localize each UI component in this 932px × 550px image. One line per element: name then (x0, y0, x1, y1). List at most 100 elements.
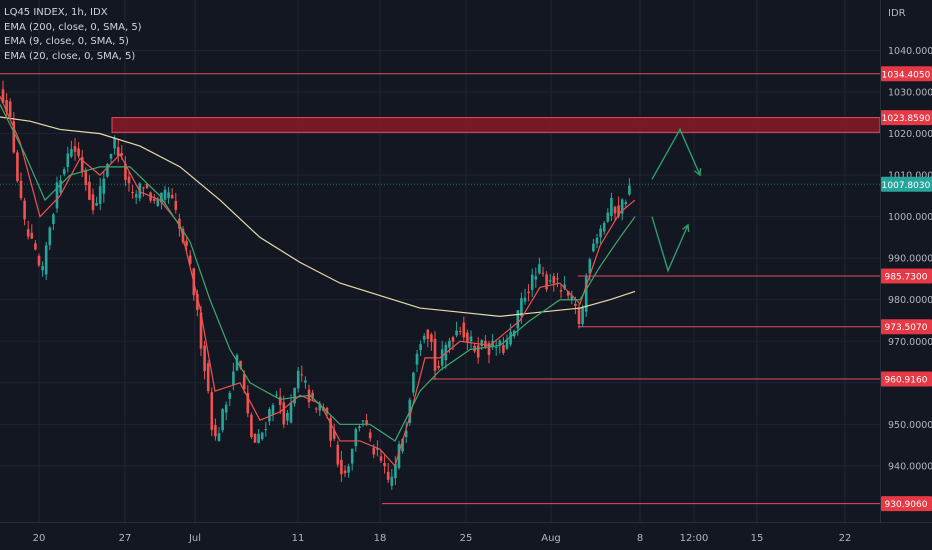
candle-body (98, 186, 102, 204)
candle-body (174, 200, 178, 210)
price-badge (881, 110, 932, 126)
candle-body (563, 284, 566, 289)
candle-body (289, 402, 293, 423)
candle-body (592, 243, 595, 252)
candle-body (246, 392, 250, 414)
candle-body (325, 407, 329, 414)
candle-body (458, 330, 462, 332)
currency-label: IDR (888, 8, 906, 19)
candle-body (26, 229, 30, 237)
candle-body (577, 307, 581, 324)
candle-body (509, 331, 512, 345)
price-badge (881, 319, 932, 335)
candle-body (462, 322, 466, 338)
candle-body (476, 345, 480, 358)
candle-body (365, 420, 368, 425)
candle-body (588, 259, 592, 274)
price-tick-label: 1040.0000 (888, 46, 932, 57)
candle-body (584, 276, 588, 312)
candle-body (84, 170, 88, 185)
candle-body (296, 370, 300, 389)
candle-body (354, 429, 358, 447)
candle-body (271, 405, 275, 415)
price-tick-label: 1000.0000 (888, 212, 932, 223)
indicator-ema9[interactable]: EMA (9, close, 0, SMA, 5) (4, 36, 129, 47)
candle-body (88, 181, 91, 200)
candle-body (120, 152, 124, 156)
candle-body (599, 228, 602, 238)
symbol-title[interactable]: LQ45 INDEX, 1h, IDX (4, 7, 108, 18)
candle-body (498, 340, 502, 346)
candle-body (300, 374, 304, 376)
candle-body (574, 303, 577, 306)
price-tick-label: 940.0000 (888, 461, 932, 472)
candle-body (624, 202, 628, 204)
price-badge (881, 268, 932, 284)
ema-line (0, 116, 636, 317)
candle-body (12, 121, 16, 153)
candle-body (505, 339, 509, 349)
candle-body (530, 274, 534, 290)
candle-body (264, 429, 268, 431)
candle-body (602, 222, 606, 232)
candle-body (293, 388, 296, 404)
candle-body (214, 425, 217, 437)
candle-body (404, 430, 408, 438)
price-tick-label: 1020.0000 (888, 129, 932, 140)
projection-arrow (651, 127, 701, 180)
candle-body (545, 274, 548, 290)
candle-body (242, 373, 246, 390)
candle-body (109, 153, 113, 159)
candle-body (16, 152, 19, 182)
candle-body (91, 194, 95, 211)
candle-body (534, 276, 538, 280)
candle-body (66, 153, 70, 168)
candle-body (502, 344, 505, 353)
ema-line (0, 104, 636, 442)
candle-body (566, 291, 570, 296)
candle-body (152, 198, 156, 201)
candle-body (250, 414, 253, 438)
time-axis[interactable]: 20 27 Jul 11 18 25 Aug 8 12:00 15 22 (33, 533, 852, 544)
time-tick-label: 18 (374, 533, 387, 544)
candle-body (595, 237, 599, 244)
indicator-ema20[interactable]: EMA (20, close, 0, SMA, 5) (4, 50, 136, 62)
price-tick-label: 950.0000 (888, 420, 932, 431)
legend: LQ45 INDEX, 1h, IDX EMA (200, close, 0, … (4, 6, 142, 64)
resistance-zone (111, 117, 881, 133)
projection-arrow (651, 216, 689, 273)
candle-body (570, 295, 574, 300)
candle-body (145, 183, 149, 188)
indicator-ema200[interactable]: EMA (200, close, 0, SMA, 5) (4, 21, 142, 33)
candle-body (156, 199, 160, 206)
time-tick-label: 25 (460, 533, 473, 544)
candle-body (383, 462, 386, 467)
price-badge (881, 371, 932, 387)
candle-body (494, 347, 498, 349)
candle-body (210, 392, 214, 430)
time-tick-label: 22 (839, 533, 852, 544)
projection-arrows (651, 127, 702, 273)
candle-body (332, 430, 336, 439)
candle-body (52, 214, 55, 225)
candle-body (448, 340, 451, 348)
candle-body (361, 420, 365, 422)
arrow-head (694, 168, 702, 177)
candle-body (253, 433, 257, 443)
candle-body (37, 255, 41, 266)
candle-body (134, 194, 138, 198)
candle-body (167, 192, 170, 199)
time-tick-label: Aug (541, 533, 561, 544)
candle-body (142, 187, 145, 189)
candle-body (102, 178, 106, 194)
candle-body (433, 338, 437, 371)
candle-body (412, 372, 415, 393)
candle-body (343, 470, 347, 474)
candle-body (278, 396, 282, 405)
candle-body (95, 203, 98, 206)
candle-body (516, 310, 520, 329)
candle-body (484, 340, 487, 347)
candle-body (275, 394, 278, 396)
ema-line (0, 96, 636, 468)
